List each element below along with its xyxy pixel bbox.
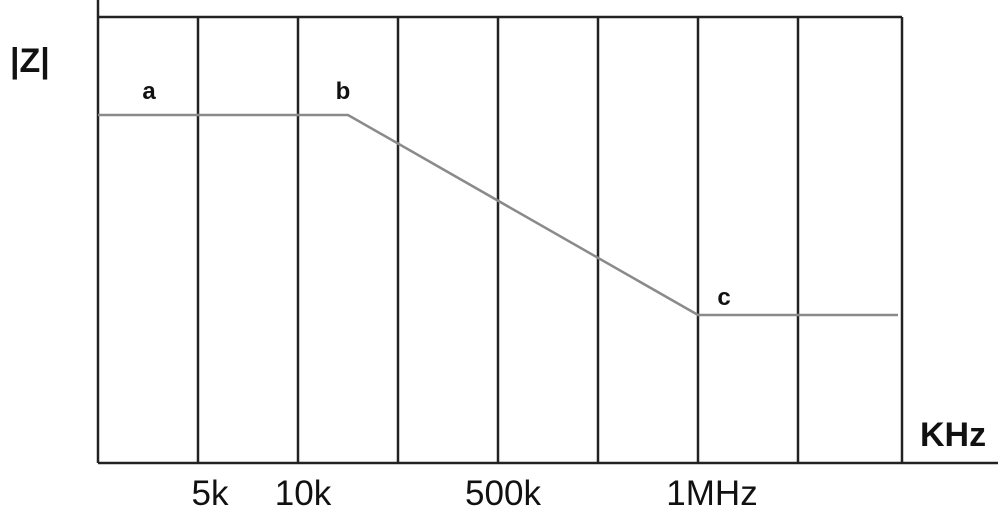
point-label-b: b xyxy=(335,78,351,105)
impedance-line xyxy=(98,113,898,317)
x-axis-label: KHz xyxy=(920,416,987,454)
x-tick-label-1mhz: 1MHz xyxy=(666,474,758,513)
y-axis-label: |Z| xyxy=(10,42,50,80)
x-tick-label-5k: 5k xyxy=(191,474,229,513)
impedance-series xyxy=(98,113,898,317)
grid-lines xyxy=(96,0,998,465)
point-label-a: a xyxy=(142,78,156,105)
x-tick-label-500k: 500k xyxy=(465,474,541,513)
point-label-c: c xyxy=(717,284,731,311)
x-tick-label-10k: 10k xyxy=(274,474,332,513)
